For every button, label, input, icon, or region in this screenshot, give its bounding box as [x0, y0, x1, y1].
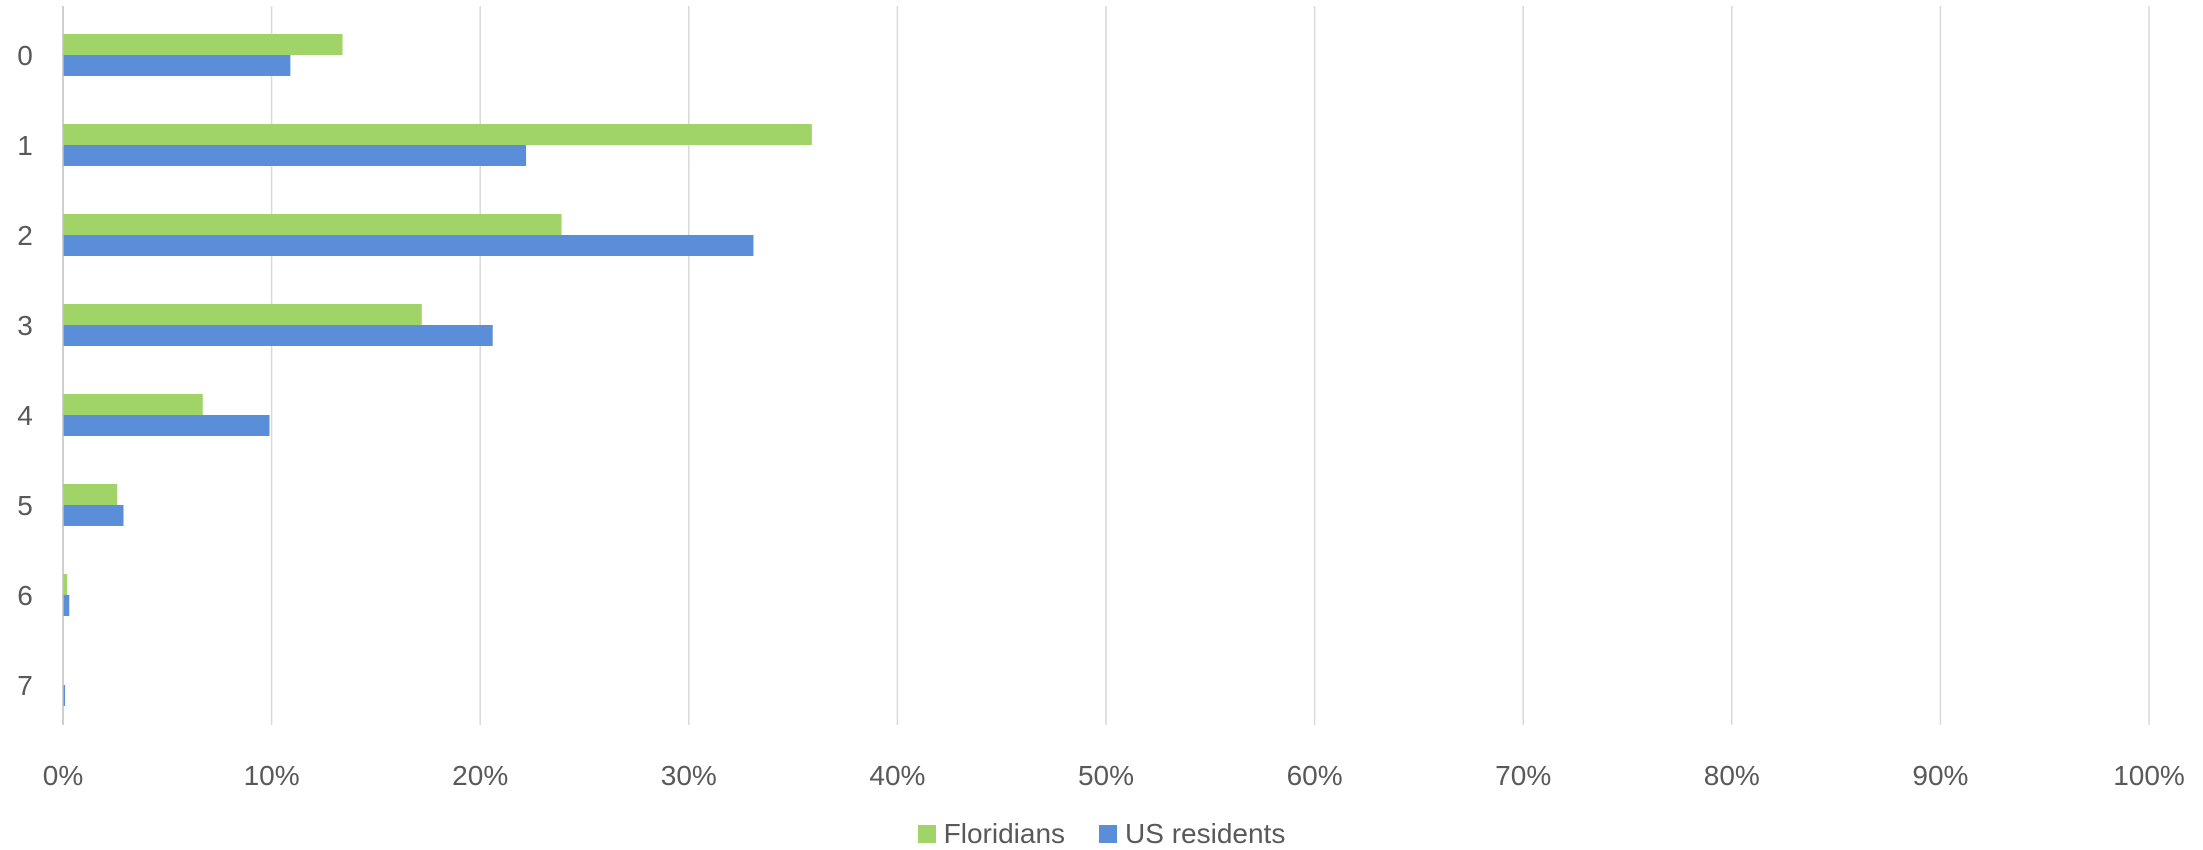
- legend-item-floridians: Floridians: [917, 818, 1066, 850]
- bar-us-residents-7: [63, 685, 66, 706]
- bar-floridians-6: [63, 574, 68, 595]
- bar-floridians-5: [63, 484, 118, 505]
- axes: 0% 10% 20% 30% 40% 50% 60% 70% 80% 90% 100% 0 1 2 3 4 5 6…: [17, 6, 2185, 791]
- gridlines: [270, 6, 2150, 725]
- x-tick-label: 40%: [869, 760, 925, 791]
- bars: [63, 34, 812, 706]
- x-tick-label: 60%: [1287, 760, 1343, 791]
- bar-floridians-2: [63, 214, 562, 235]
- bar-us-residents-1: [63, 145, 527, 166]
- bar-us-residents-6: [63, 595, 70, 616]
- x-tick-label: 30%: [661, 760, 717, 791]
- legend-label-floridians: Floridians: [943, 818, 1066, 849]
- x-tick-label: 80%: [1704, 760, 1760, 791]
- legend-swatch-us-residents: [1099, 825, 1118, 843]
- x-tick-label: 10%: [244, 760, 300, 791]
- y-tick-label: 0: [17, 40, 33, 71]
- y-tick-label: 4: [17, 400, 33, 431]
- y-tick-label: 2: [17, 220, 33, 251]
- x-tick-label: 90%: [1912, 760, 1968, 791]
- bar-us-residents-2: [63, 235, 754, 256]
- x-tick-label: 70%: [1495, 760, 1551, 791]
- x-tick-label: 0%: [43, 760, 83, 791]
- y-tick-label: 5: [17, 490, 33, 521]
- legend-item-us-residents: US residents: [1099, 818, 1285, 850]
- bar-us-residents-5: [63, 505, 124, 526]
- y-tick-label: 6: [17, 580, 33, 611]
- legend-label-us-residents: US residents: [1125, 818, 1286, 849]
- bar-floridians-1: [63, 124, 812, 145]
- bar-floridians-4: [63, 394, 203, 415]
- x-tick-label: 100%: [2113, 760, 2185, 791]
- y-tick-label: 3: [17, 310, 33, 341]
- bar-us-residents-3: [63, 325, 493, 346]
- bar-floridians-0: [63, 34, 343, 55]
- y-tick-label: 1: [17, 130, 33, 161]
- legend: Floridians US residents: [0, 818, 2203, 850]
- x-tick-label: 50%: [1078, 760, 1134, 791]
- legend-swatch-floridians: [917, 825, 936, 843]
- x-tick-label: 20%: [452, 760, 508, 791]
- bar-us-residents-4: [63, 415, 270, 436]
- y-tick-label: 7: [17, 670, 33, 701]
- bar-us-residents-0: [63, 55, 291, 76]
- bar-floridians-3: [63, 304, 422, 325]
